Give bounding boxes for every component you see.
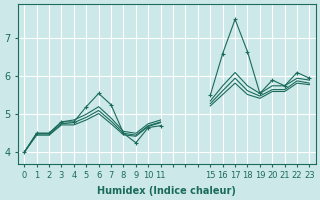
X-axis label: Humidex (Indice chaleur): Humidex (Indice chaleur) [97, 186, 236, 196]
